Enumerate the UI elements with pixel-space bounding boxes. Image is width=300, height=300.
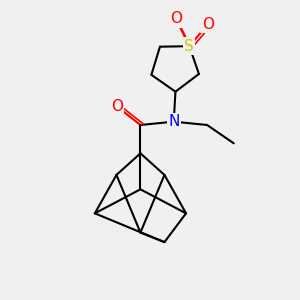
Text: N: N <box>168 114 179 129</box>
Text: S: S <box>184 39 194 54</box>
Text: O: O <box>170 11 182 26</box>
Text: O: O <box>202 17 214 32</box>
Text: O: O <box>111 99 123 114</box>
